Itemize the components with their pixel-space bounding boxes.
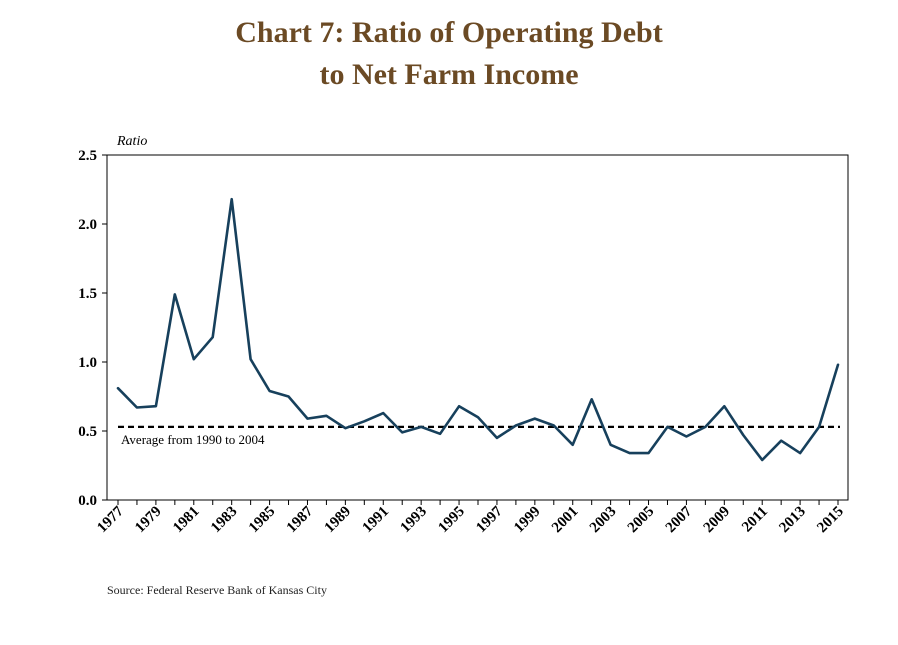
x-tick-label: 1991 [360,504,393,537]
x-tick-label: 2007 [663,503,696,536]
x-tick-label: 1981 [170,504,203,537]
x-tick-label: 1995 [435,504,468,537]
y-axis-label: Ratio [116,134,147,149]
y-tick-label: 2.0 [78,217,97,233]
x-tick-label: 2009 [701,504,734,537]
source-note: Source: Federal Reserve Bank of Kansas C… [107,583,327,597]
x-tick-label: 2001 [549,504,582,537]
chart-title-line-1: Chart 7: Ratio of Operating Debt [235,16,663,49]
y-tick-label: 1.5 [78,286,97,302]
x-tick-label: 2015 [814,504,847,537]
x-tick-label: 2011 [739,504,771,536]
x-tick-label: 1999 [511,504,544,537]
x-tick-label: 2003 [587,504,620,537]
x-tick-label: 1977 [94,503,127,536]
x-tick-label: 1979 [132,504,165,537]
x-tick-label: 2005 [625,504,658,537]
average-reference-label: Average from 1990 to 2004 [121,432,265,447]
chart-title-line-2: to Net Farm Income [319,58,579,91]
x-tick-label: 1993 [397,504,430,537]
x-tick-label: 1983 [208,504,241,537]
plot-frame [106,154,849,501]
y-tick-label: 1.0 [78,355,97,371]
x-tick-label: 2013 [776,504,809,537]
y-tick-label: 0.0 [78,493,97,509]
y-tick-label: 0.5 [78,424,97,440]
x-tick-label: 1987 [284,503,317,536]
series-line [116,197,840,462]
x-tick-label: 1997 [473,503,506,536]
y-tick-label: 2.5 [78,148,97,164]
x-tick-label: 1989 [322,504,355,537]
x-tick-label: 1985 [246,504,279,537]
